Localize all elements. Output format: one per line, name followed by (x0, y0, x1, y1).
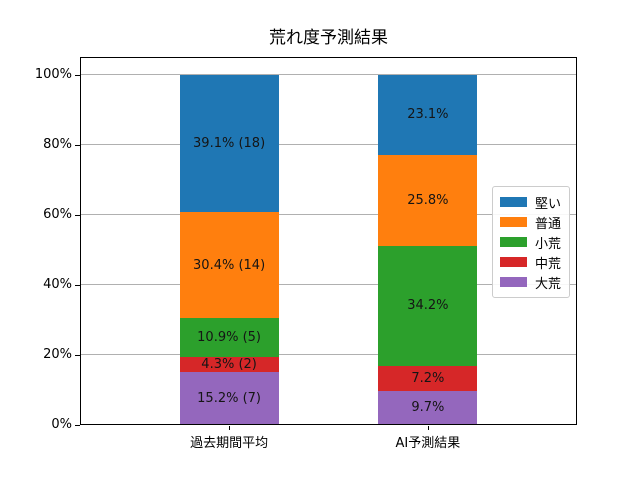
bar-segment: 15.2% (7) (179, 371, 279, 425)
bar-segment-label: 39.1% (18) (193, 135, 266, 151)
y-tick-mark (75, 74, 80, 76)
legend-label: 中荒 (535, 256, 562, 272)
legend-item: 中荒 (500, 252, 562, 272)
y-tick-mark (75, 354, 80, 356)
legend-item: 大荒 (500, 272, 562, 292)
y-tick-label: 20% (43, 346, 72, 362)
y-tick-label: 60% (43, 206, 72, 222)
bar-segment: 9.7% (378, 391, 478, 425)
bar-segment-label: 23.1% (407, 107, 449, 123)
legend: 堅い普通小荒中荒大荒 (492, 186, 570, 298)
bar-segment-label: 15.2% (7) (197, 390, 262, 406)
gridline (81, 214, 576, 216)
y-tick-label: 0% (51, 417, 72, 432)
gridline (81, 144, 576, 146)
bar-segment: 23.1% (378, 74, 478, 156)
gridline (81, 354, 576, 356)
legend-swatch (500, 257, 527, 267)
bar-segment: 34.2% (378, 245, 478, 366)
gridline (81, 74, 576, 76)
y-tick-mark (75, 425, 80, 426)
legend-label: 小荒 (535, 236, 562, 252)
gridline (81, 284, 576, 286)
legend-item: 普通 (500, 212, 562, 232)
bar-segment-label: 4.3% (2) (201, 356, 257, 372)
y-tick-label: 40% (43, 276, 72, 292)
y-tick-mark (75, 284, 80, 286)
x-tick-mark (427, 426, 429, 430)
y-tick-label: 80% (43, 136, 72, 152)
y-tick-mark (75, 214, 80, 216)
legend-swatch (500, 217, 527, 227)
y-tick-mark (75, 144, 80, 146)
legend-swatch (500, 277, 527, 287)
x-tick-label: 過去期間平均 (190, 436, 269, 451)
bar-segment-label: 10.9% (5) (197, 330, 262, 346)
bar-segment: 10.9% (5) (179, 318, 279, 357)
bar-segment: 4.3% (2) (179, 356, 279, 372)
legend-label: 大荒 (535, 276, 562, 292)
legend-label: 普通 (535, 216, 562, 232)
x-tick-label: AI予測結果 (395, 436, 461, 451)
bar-segment: 7.2% (378, 365, 478, 391)
bar-segment: 25.8% (378, 155, 478, 246)
legend-label: 堅い (535, 196, 562, 212)
legend-swatch (500, 237, 527, 247)
legend-swatch (500, 197, 527, 207)
bar-segment-label: 30.4% (14) (193, 257, 266, 273)
bar-segment-label: 9.7% (411, 400, 445, 416)
chart-title: 荒れ度予測結果 (269, 28, 388, 48)
legend-item: 堅い (500, 192, 562, 212)
y-tick-label: 100% (34, 66, 72, 82)
bar-segment-label: 25.8% (407, 193, 449, 209)
x-tick-mark (229, 426, 231, 430)
bar-segment-label: 7.2% (411, 370, 445, 386)
bar-segment-label: 34.2% (407, 298, 449, 314)
bar-segment: 30.4% (14) (179, 211, 279, 319)
bar-segment: 39.1% (18) (179, 74, 279, 212)
legend-item: 小荒 (500, 232, 562, 252)
